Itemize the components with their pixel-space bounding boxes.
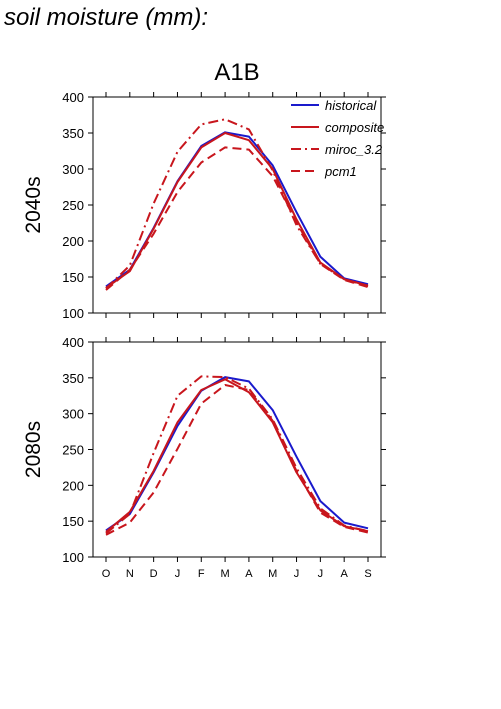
x-tick-label: M <box>221 568 230 580</box>
legend-label: pcm1 <box>324 164 357 179</box>
x-tick-label: J <box>294 568 300 580</box>
y-tick-label: 350 <box>62 126 84 141</box>
y-tick-label: 300 <box>62 162 84 177</box>
x-tick-label: A <box>245 568 253 580</box>
x-tick-label: J <box>318 568 324 580</box>
legend-label: historical <box>325 98 377 113</box>
y-tick-label: 400 <box>62 335 84 350</box>
series-line-composite <box>105 132 369 289</box>
x-tick-label: M <box>268 568 277 580</box>
y-tick-label: 400 <box>62 90 84 105</box>
series-line-composite <box>105 378 369 533</box>
x-tick-label: N <box>126 568 134 580</box>
y-tick-label: 200 <box>62 478 84 493</box>
series-line-historical <box>105 376 369 532</box>
y-tick-label: 100 <box>62 550 84 565</box>
x-tick-label: S <box>364 568 371 580</box>
y-tick-label: 300 <box>62 407 84 422</box>
series-line-pcm1 <box>105 384 369 536</box>
y-tick-label: 250 <box>62 443 84 458</box>
series-line-miroc-3-2 <box>105 375 369 535</box>
y-tick-label: 150 <box>62 514 84 529</box>
y-tick-label: 200 <box>62 234 84 249</box>
x-tick-label: F <box>198 568 205 580</box>
legend-label: composite <box>325 120 384 135</box>
x-tick-label: O <box>102 568 111 580</box>
series-line-pcm1 <box>105 146 369 291</box>
panel-frame <box>92 341 382 558</box>
x-tick-label: A <box>341 568 349 580</box>
period-label: 2080s <box>22 421 45 478</box>
figure-header: soil moisture (mm): <box>4 4 209 31</box>
y-tick-label: 250 <box>62 198 84 213</box>
scenario-title: A1B <box>214 59 259 86</box>
y-tick-label: 100 <box>62 306 84 321</box>
x-tick-label: J <box>175 568 181 580</box>
y-tick-label: 150 <box>62 270 84 285</box>
legend-label: miroc_3.2 <box>325 142 383 157</box>
period-label: 2040s <box>22 176 45 233</box>
y-tick-label: 350 <box>62 371 84 386</box>
x-tick-label: D <box>150 568 158 580</box>
